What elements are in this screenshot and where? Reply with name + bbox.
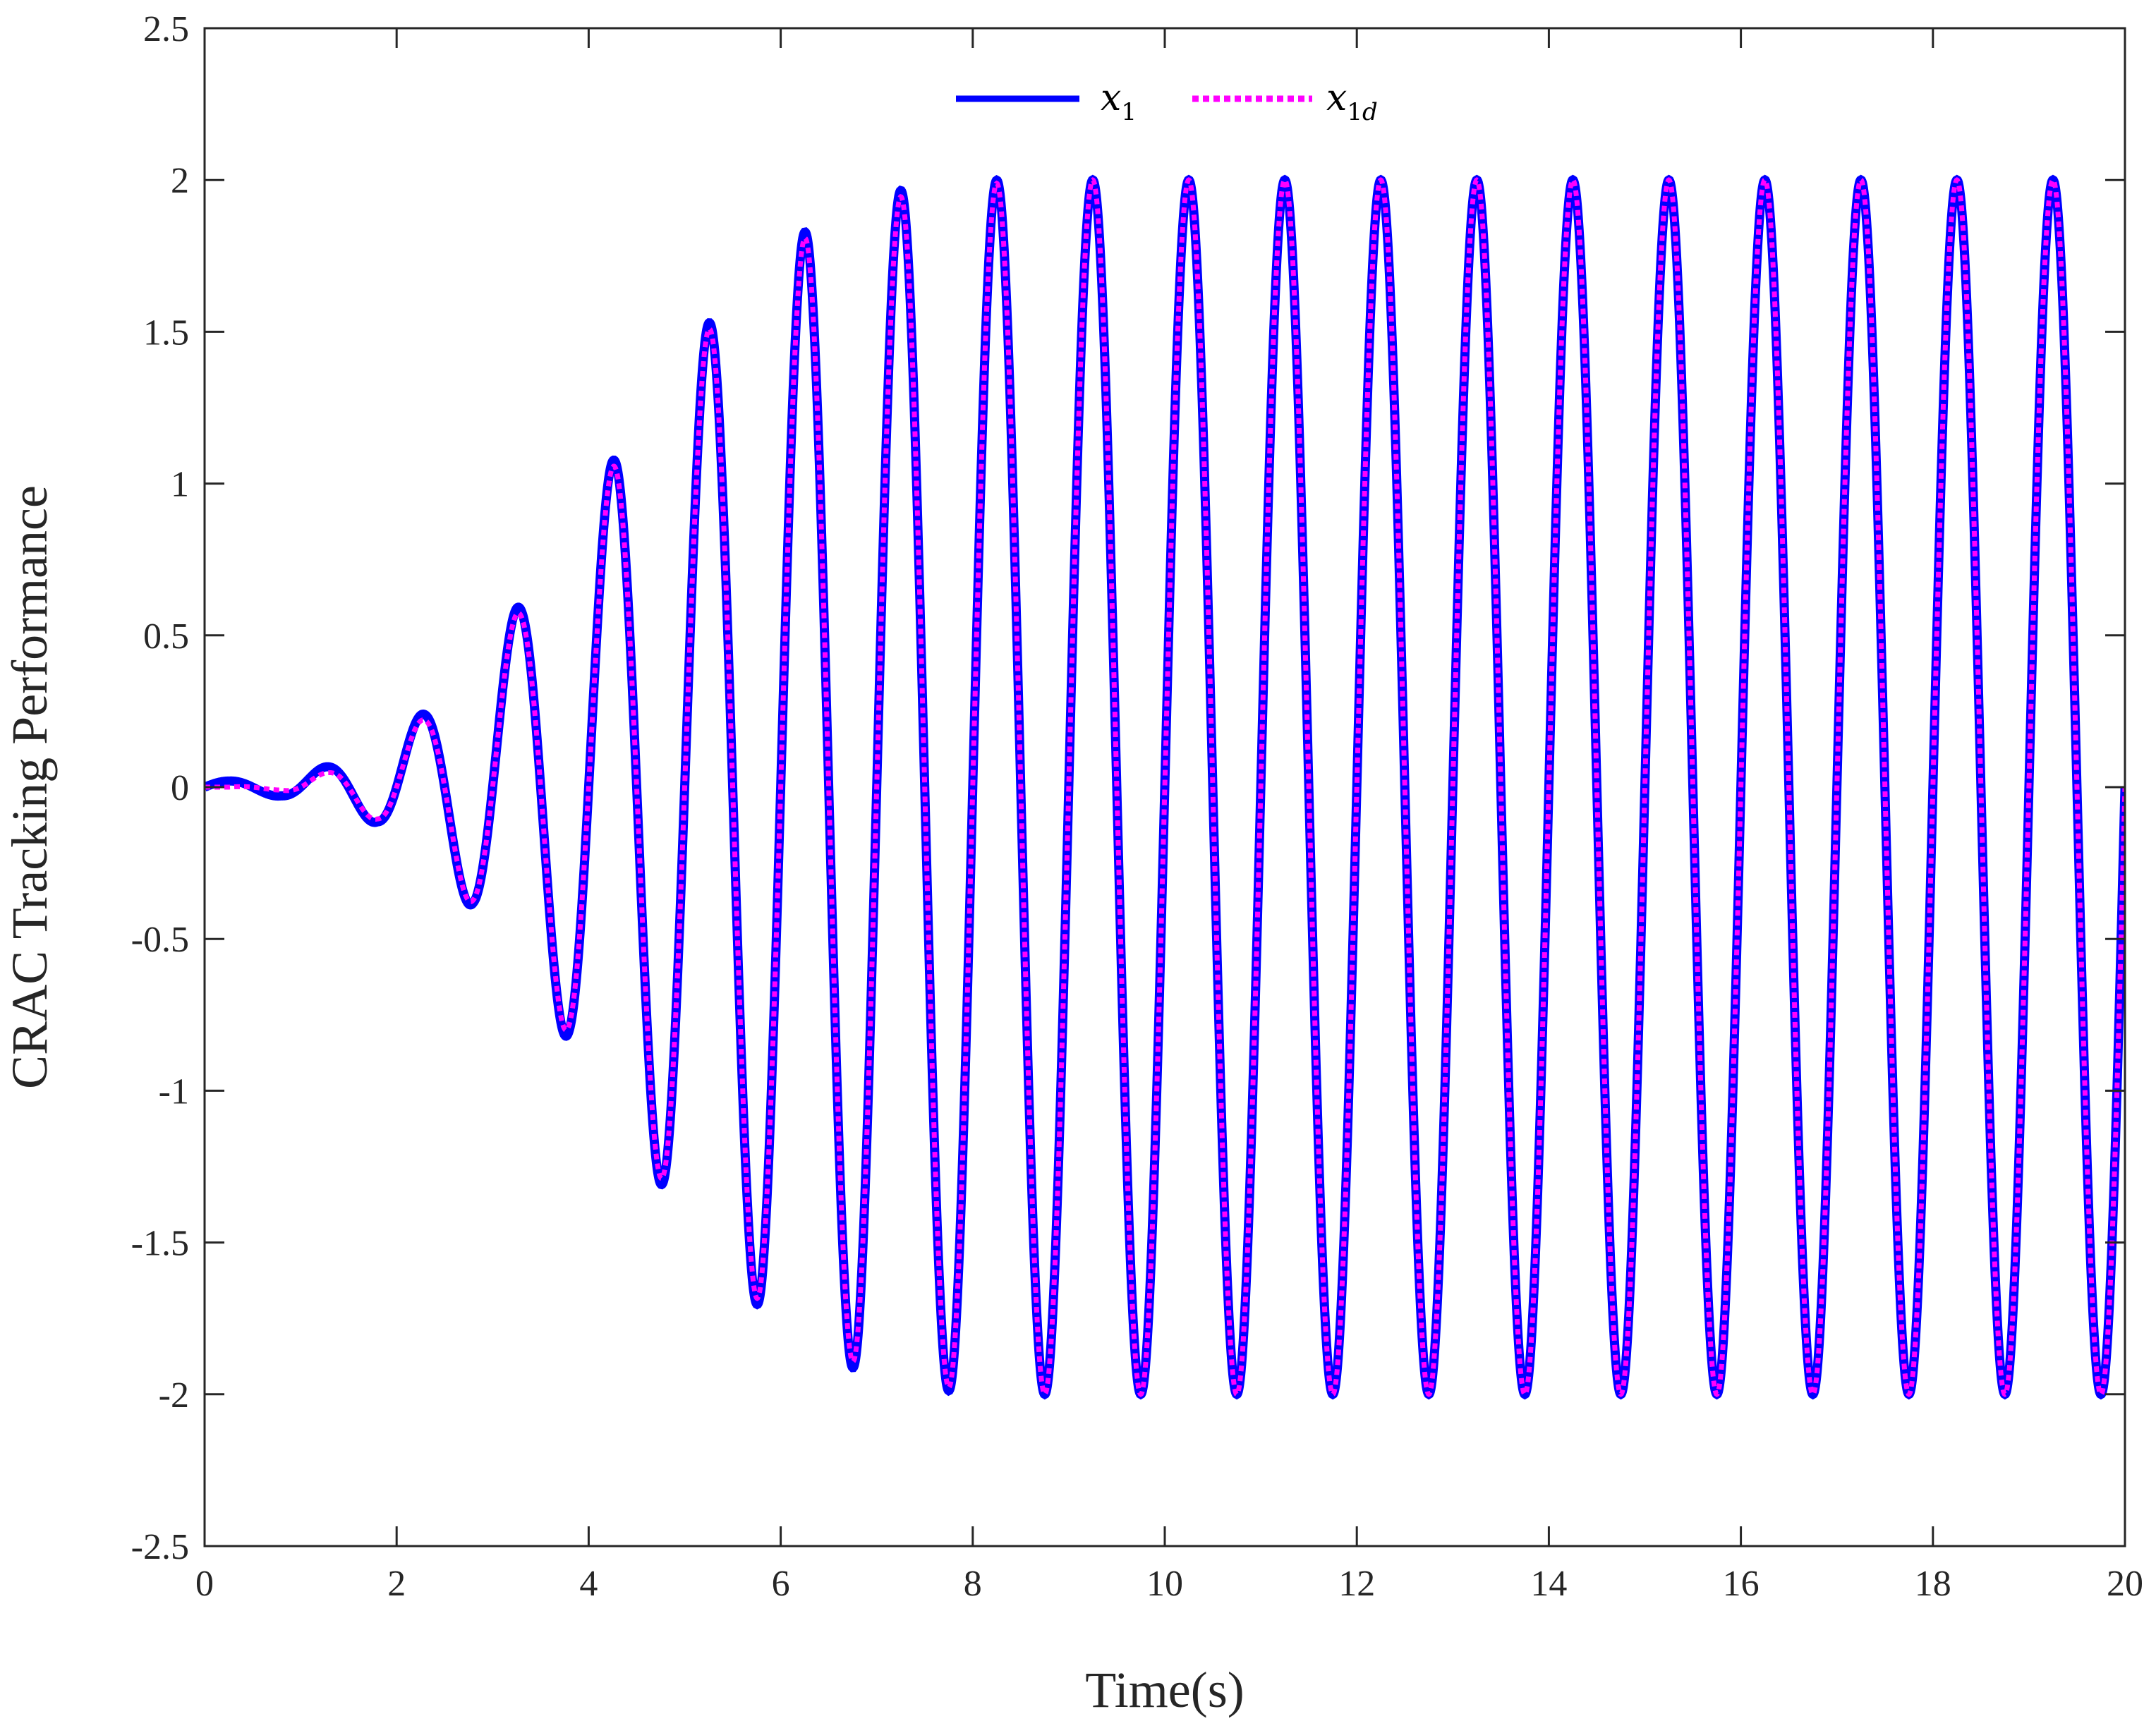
y-tick-label: 0 bbox=[171, 768, 189, 808]
x-axis: 0 2 4 6 8 10 12 14 16 18 20 bbox=[195, 28, 2143, 1604]
y-tick-label: -1.5 bbox=[131, 1224, 189, 1264]
legend: x1 x1d bbox=[956, 77, 1378, 126]
x-tick-label: 6 bbox=[772, 1564, 790, 1604]
legend-label-x1: x1 bbox=[1101, 77, 1137, 126]
x-tick-label: 20 bbox=[2107, 1564, 2143, 1604]
x-tick-label: 16 bbox=[1723, 1564, 1760, 1604]
y-axis-label: CRAC Tracking Performance bbox=[1, 485, 58, 1089]
x-tick-label: 14 bbox=[1530, 1564, 1567, 1604]
y-tick-label: -2 bbox=[159, 1375, 189, 1416]
y-tick-label: 2.5 bbox=[143, 9, 189, 49]
legend-label-x1d: x1d bbox=[1326, 77, 1378, 126]
series-line-x1d bbox=[205, 177, 2125, 1397]
y-tick-label: 1.5 bbox=[143, 312, 189, 353]
y-axis: 2.5 2 1.5 1 0.5 0 -0.5 -1 -1.5 -2 -2.5 bbox=[131, 9, 2125, 1567]
x-tick-label: 12 bbox=[1338, 1564, 1375, 1604]
y-tick-label: 0.5 bbox=[143, 616, 189, 657]
y-tick-label: -0.5 bbox=[131, 920, 189, 960]
y-tick-label: 1 bbox=[171, 465, 189, 505]
x-tick-label: 10 bbox=[1146, 1564, 1183, 1604]
y-tick-label: 2 bbox=[171, 161, 189, 201]
x-tick-label: 4 bbox=[579, 1564, 598, 1604]
x-axis-label: Time(s) bbox=[1085, 1662, 1244, 1718]
x-tick-label: 8 bbox=[964, 1564, 982, 1604]
x-tick-label: 0 bbox=[195, 1564, 214, 1604]
x-tick-label: 18 bbox=[1915, 1564, 1951, 1604]
y-tick-label: -1 bbox=[159, 1071, 189, 1112]
x-tick-label: 2 bbox=[387, 1564, 406, 1604]
y-tick-label: -2.5 bbox=[131, 1527, 189, 1567]
